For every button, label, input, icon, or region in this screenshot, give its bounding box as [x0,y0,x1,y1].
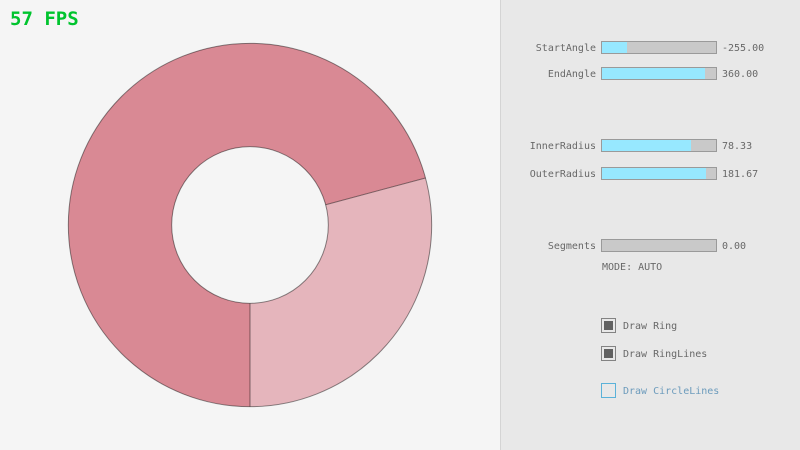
endangle-slider-fill [602,68,705,79]
check-mark-icon [604,321,613,330]
draw-ringlines-checkbox[interactable] [601,346,616,361]
segments-mode-text: MODE: AUTO [602,262,663,273]
draw-circlelines-checkbox[interactable] [601,383,616,398]
ring-chart [67,42,433,408]
innerradius-slider[interactable] [601,139,717,152]
outerradius-label: OuterRadius [529,169,596,180]
startangle-slider[interactable] [601,41,717,54]
checkbox-row-draw-ringlines: Draw RingLines [601,346,800,362]
startangle-slider-fill [602,42,627,53]
ring-outer-line [67,42,433,408]
startangle-row: StartAngle -255.00 [501,41,800,55]
endangle-value: 360.00 [722,69,759,80]
innerradius-row: InnerRadius 78.33 [501,139,800,153]
ring-inner-line [171,146,329,304]
draw-ring-label: Draw Ring [623,321,678,332]
endangle-slider[interactable] [601,67,717,80]
innerradius-label: InnerRadius [529,141,596,152]
outerradius-row: OuterRadius 181.67 [501,167,800,181]
checkbox-row-draw-ring: Draw Ring [601,318,800,334]
draw-circlelines-label: Draw CircleLines [623,386,720,397]
ring-segment-overlap [68,43,426,407]
endangle-row: EndAngle 360.00 [501,67,800,81]
ring-segment-single [250,177,432,407]
endangle-label: EndAngle [547,69,596,80]
outerradius-slider-fill [602,168,706,179]
ring-boundary-line-start [325,177,426,206]
outerradius-value: 181.67 [722,169,759,180]
segments-label: Segments [547,241,596,252]
startangle-value: -255.00 [722,43,765,54]
draw-ringlines-label: Draw RingLines [623,349,708,360]
startangle-label: StartAngle [535,43,596,54]
control-panel: StartAngle -255.00 EndAngle 360.00 Inner… [500,0,800,450]
segments-value: 0.00 [722,241,747,252]
innerradius-value: 78.33 [722,141,753,152]
checkbox-row-draw-circlelines: Draw CircleLines [601,383,800,399]
innerradius-slider-fill [602,140,692,151]
draw-ring-checkbox[interactable] [601,318,616,333]
segments-slider[interactable] [601,239,717,252]
outerradius-slider[interactable] [601,167,717,180]
check-mark-icon [604,349,613,358]
segments-row: Segments 0.00 [501,239,800,253]
fps-counter: 57 FPS [10,8,79,30]
